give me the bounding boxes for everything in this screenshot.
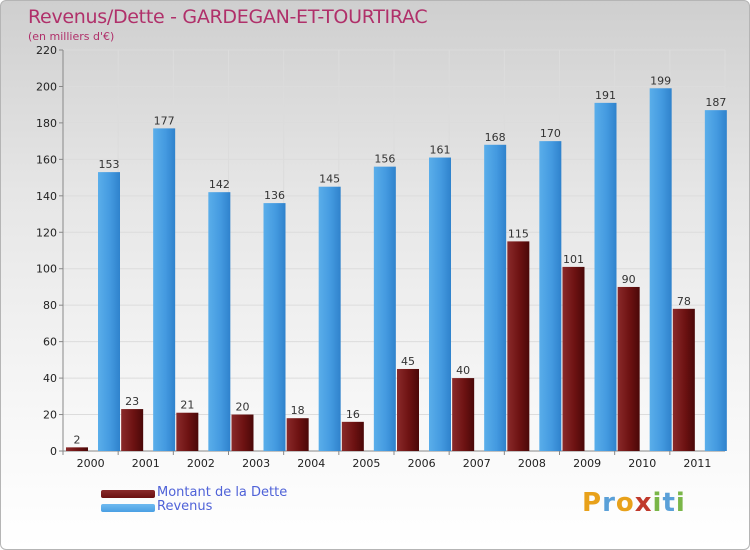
y-tick-label: 40: [43, 372, 57, 385]
x-tick-label: 2008: [518, 457, 546, 470]
y-tick-label: 200: [36, 80, 57, 93]
value-label-revenus: 153: [99, 158, 120, 171]
bar-dette: [66, 447, 88, 451]
bar-revenus: [263, 203, 286, 451]
x-tick-label: 2010: [628, 457, 656, 470]
value-label-revenus: 177: [154, 114, 175, 127]
value-label-revenus: 142: [209, 178, 230, 191]
bar-dette: [121, 409, 144, 451]
value-label-dette: 78: [677, 295, 691, 308]
x-tick-label: 2005: [352, 457, 380, 470]
bar-dette: [507, 241, 530, 451]
labels: 0204060801001201401601802002202000215320…: [36, 44, 726, 470]
bar-revenus: [98, 172, 120, 451]
bar-dette: [617, 286, 640, 451]
value-label-dette: 23: [125, 395, 139, 408]
value-label-dette: 90: [622, 273, 636, 286]
bar-revenus: [318, 186, 341, 452]
y-tick-label: 60: [43, 336, 57, 349]
value-label-revenus: 136: [264, 189, 285, 202]
y-tick-label: 100: [36, 263, 57, 276]
bar-revenus: [153, 128, 176, 452]
y-tick-label: 140: [36, 190, 57, 203]
value-label-revenus: 156: [374, 153, 395, 166]
value-label-dette: 16: [346, 408, 360, 421]
bar-revenus: [539, 141, 562, 452]
value-label-dette: 18: [291, 404, 305, 417]
value-label-dette: 101: [563, 253, 584, 266]
logo-letter: o: [615, 488, 635, 518]
bar-revenus: [208, 192, 231, 451]
x-tick-label: 2003: [242, 457, 270, 470]
bar-revenus: [373, 166, 396, 451]
value-label-revenus: 199: [650, 74, 671, 87]
x-tick-label: 2001: [132, 457, 160, 470]
y-tick-label: 0: [50, 445, 57, 458]
y-tick-label: 180: [36, 117, 57, 130]
logo-letter: i: [675, 488, 686, 518]
y-tick-label: 80: [43, 299, 57, 312]
bar-dette: [672, 308, 695, 451]
bar-revenus: [594, 102, 617, 451]
value-label-revenus: 145: [319, 173, 340, 186]
y-tick-label: 20: [43, 409, 57, 422]
bar-dette: [286, 418, 309, 451]
logo-letter: P: [582, 488, 603, 518]
value-label-revenus: 187: [705, 96, 726, 109]
bar-revenus: [649, 88, 672, 451]
bar-dette: [397, 368, 419, 451]
chart-title: Revenus/Dette - GARDEGAN-ET-TOURTIRAC: [28, 6, 428, 28]
y-tick-label: 160: [36, 153, 57, 166]
x-tick-label: 2006: [408, 457, 436, 470]
bar-dette: [341, 421, 364, 451]
legend-swatch-dette: [101, 490, 155, 498]
bar-dette: [176, 412, 199, 451]
proxiti-logo: Proxiti: [582, 488, 686, 518]
value-label-dette: 115: [508, 227, 529, 240]
logo-letter: r: [602, 488, 616, 518]
x-tick-label: 2011: [683, 457, 711, 470]
value-label-dette: 40: [456, 364, 470, 377]
value-label-dette: 2: [74, 433, 81, 446]
x-tick-label: 2004: [297, 457, 325, 470]
value-label-dette: 21: [180, 399, 194, 412]
bar-dette: [231, 414, 254, 451]
x-tick-label: 2009: [573, 457, 601, 470]
logo-letter: x: [634, 488, 653, 518]
bars: [66, 88, 727, 452]
legend-swatch-revenus: [101, 504, 155, 512]
value-label-revenus: 170: [540, 127, 561, 140]
y-tick-label: 120: [36, 226, 57, 239]
value-label-revenus: 161: [430, 144, 451, 157]
x-tick-label: 2000: [77, 457, 105, 470]
chart-subtitle: (en milliers d'€): [28, 30, 115, 43]
bar-revenus: [429, 157, 451, 452]
legend-label-revenus: Revenus: [157, 499, 213, 514]
legend-label-dette: Montant de la Dette: [157, 485, 288, 500]
logo-letter: t: [662, 488, 676, 518]
x-tick-label: 2002: [187, 457, 215, 470]
logo-letter: i: [652, 488, 663, 518]
y-tick-label: 220: [36, 44, 57, 57]
value-label-revenus: 168: [485, 131, 506, 144]
bar-revenus: [484, 144, 507, 452]
bar-dette: [452, 378, 475, 451]
value-label-revenus: 191: [595, 89, 616, 102]
value-label-dette: 20: [236, 401, 250, 414]
bar-dette: [562, 266, 585, 451]
x-tick-label: 2007: [463, 457, 491, 470]
value-label-dette: 45: [401, 355, 415, 368]
bar-revenus: [704, 110, 727, 452]
